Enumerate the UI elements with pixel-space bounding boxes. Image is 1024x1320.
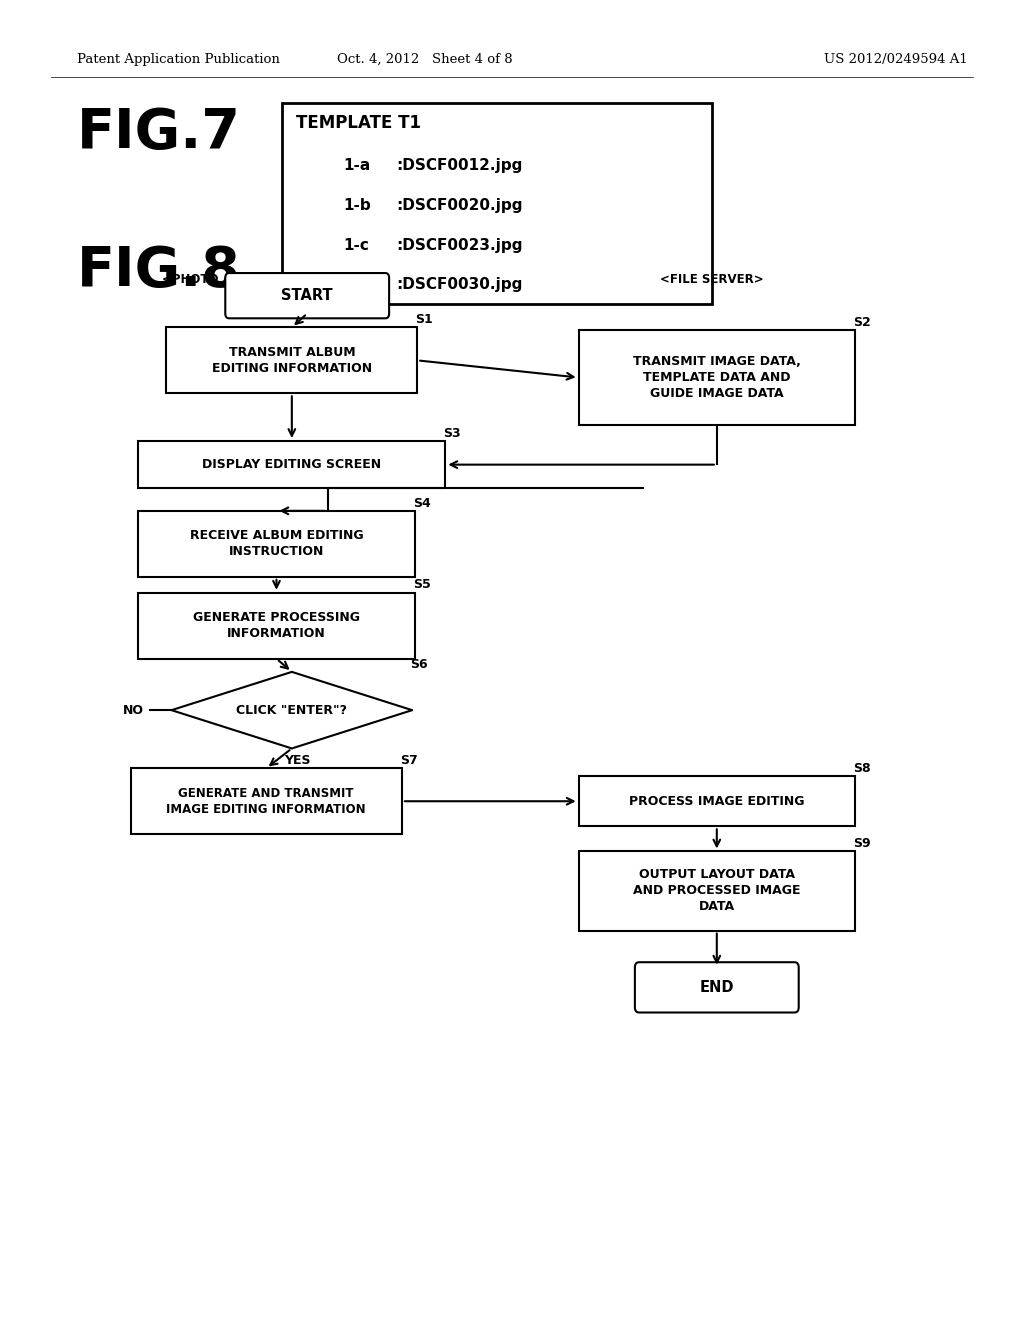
Bar	[579, 330, 855, 425]
Text: S4: S4	[413, 496, 430, 510]
Bar	[166, 327, 418, 393]
Text: TEMPLATE T1: TEMPLATE T1	[296, 114, 421, 132]
Text: 1-b: 1-b	[343, 198, 371, 213]
Bar	[138, 511, 415, 577]
Text: OUTPUT LAYOUT DATA
AND PROCESSED IMAGE
DATA: OUTPUT LAYOUT DATA AND PROCESSED IMAGE D…	[633, 869, 801, 913]
Bar	[131, 768, 401, 834]
Text: 1-a: 1-a	[343, 158, 371, 173]
Text: :DSCF0012.jpg: :DSCF0012.jpg	[396, 158, 522, 173]
Text: NO: NO	[123, 704, 143, 717]
Text: S5: S5	[413, 578, 430, 591]
Bar	[579, 776, 855, 826]
Text: Patent Application Publication: Patent Application Publication	[77, 53, 280, 66]
Text: :DSCF0030.jpg: :DSCF0030.jpg	[396, 277, 522, 292]
Polygon shape	[171, 672, 412, 748]
Text: DISPLAY EDITING SCREEN: DISPLAY EDITING SCREEN	[203, 458, 381, 471]
Bar	[282, 103, 712, 304]
Text: S8: S8	[853, 762, 870, 775]
Text: S6: S6	[410, 657, 428, 671]
Text: GENERATE AND TRANSMIT
IMAGE EDITING INFORMATION: GENERATE AND TRANSMIT IMAGE EDITING INFO…	[167, 787, 366, 816]
Text: S1: S1	[416, 313, 433, 326]
Text: TRANSMIT IMAGE DATA,
TEMPLATE DATA AND
GUIDE IMAGE DATA: TRANSMIT IMAGE DATA, TEMPLATE DATA AND G…	[633, 355, 801, 400]
Text: <FILE SERVER>: <FILE SERVER>	[659, 273, 764, 286]
FancyBboxPatch shape	[635, 962, 799, 1012]
Text: S7: S7	[399, 754, 418, 767]
Bar	[138, 593, 415, 659]
Text: GENERATE PROCESSING
INFORMATION: GENERATE PROCESSING INFORMATION	[193, 611, 360, 640]
Bar	[138, 441, 445, 488]
Text: FIG.7: FIG.7	[77, 106, 241, 160]
Text: Oct. 4, 2012   Sheet 4 of 8: Oct. 4, 2012 Sheet 4 of 8	[337, 53, 513, 66]
Text: <PHOTO ALBUM EDITING PC>: <PHOTO ALBUM EDITING PC>	[163, 273, 359, 286]
Text: END: END	[699, 979, 734, 995]
Text: S9: S9	[853, 837, 870, 850]
Bar	[579, 851, 855, 931]
Text: 2-a: 2-a	[343, 277, 371, 292]
Text: PROCESS IMAGE EDITING: PROCESS IMAGE EDITING	[629, 795, 805, 808]
FancyBboxPatch shape	[225, 273, 389, 318]
Text: S2: S2	[853, 315, 870, 329]
Text: FIG.8: FIG.8	[77, 244, 241, 298]
Text: :DSCF0023.jpg: :DSCF0023.jpg	[396, 238, 523, 252]
Text: S3: S3	[443, 426, 461, 440]
Text: START: START	[282, 288, 333, 304]
Text: 1-c: 1-c	[343, 238, 369, 252]
Text: YES: YES	[284, 754, 310, 767]
Text: RECEIVE ALBUM EDITING
INSTRUCTION: RECEIVE ALBUM EDITING INSTRUCTION	[189, 529, 364, 558]
Text: CLICK "ENTER"?: CLICK "ENTER"?	[237, 704, 347, 717]
Text: TRANSMIT ALBUM
EDITING INFORMATION: TRANSMIT ALBUM EDITING INFORMATION	[212, 346, 372, 375]
Text: US 2012/0249594 A1: US 2012/0249594 A1	[824, 53, 968, 66]
Text: :DSCF0020.jpg: :DSCF0020.jpg	[396, 198, 523, 213]
